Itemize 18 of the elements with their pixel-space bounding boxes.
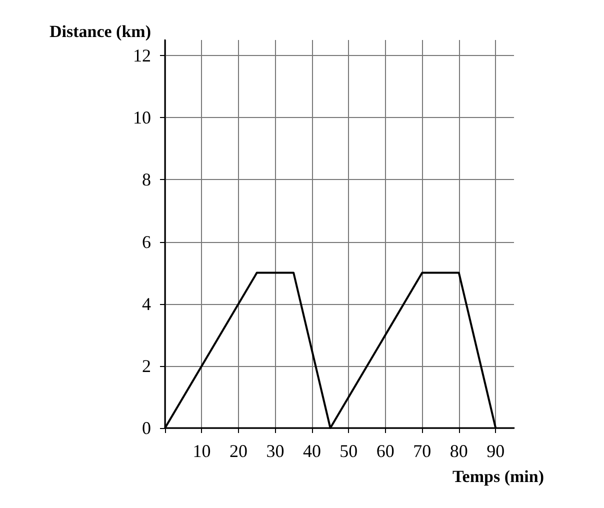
y-tick-label: 4 xyxy=(142,294,151,314)
x-tick-label: 50 xyxy=(340,441,358,461)
y-tick-label: 2 xyxy=(142,356,151,376)
y-tick-label: 8 xyxy=(142,170,151,190)
x-tick-label: 10 xyxy=(192,441,211,461)
y-tick-label: 0 xyxy=(142,418,151,438)
x-axis-title: Temps (min) xyxy=(452,467,544,486)
x-tick-label: 90 xyxy=(486,441,505,461)
y-tick-label: 12 xyxy=(133,46,151,66)
x-tick-label: 70 xyxy=(413,441,432,461)
y-tick-label: 6 xyxy=(142,232,151,252)
x-tick-label: 20 xyxy=(229,441,248,461)
x-tick-label: 30 xyxy=(266,441,284,461)
x-tick-label: 80 xyxy=(450,441,468,461)
y-tick-label: 10 xyxy=(133,108,151,128)
x-tick-label: 60 xyxy=(376,441,394,461)
x-tick-label: 40 xyxy=(302,441,321,461)
y-axis-title: Distance (km) xyxy=(49,22,151,41)
